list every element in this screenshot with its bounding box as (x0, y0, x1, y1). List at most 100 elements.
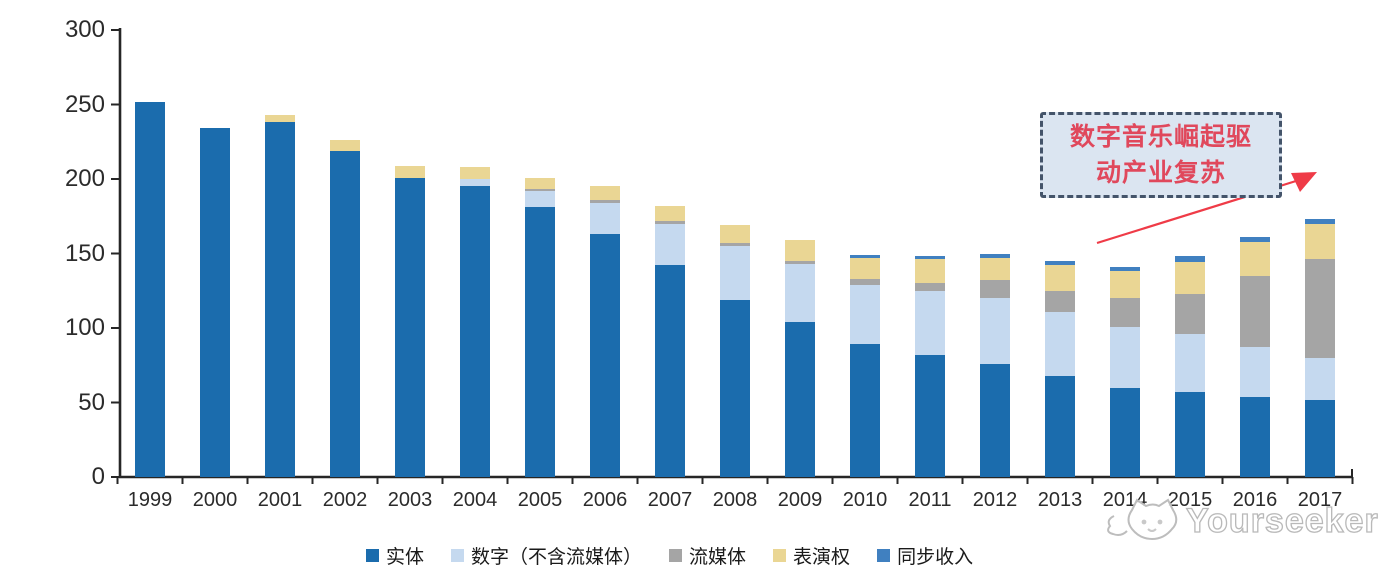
bar-segment (850, 278, 880, 285)
bar-segment (785, 260, 815, 264)
x-tick-label: 2001 (257, 489, 303, 511)
bar-segment (1175, 262, 1205, 294)
bar-1999 (135, 101, 165, 477)
bar-segment (720, 299, 750, 477)
bar-2006 (590, 186, 620, 477)
x-tick-label: 2010 (842, 489, 888, 511)
legend-swatch-sync (877, 549, 891, 562)
bar-segment (850, 344, 880, 477)
bar-segment (1045, 290, 1075, 312)
x-tick-label: 2008 (712, 489, 758, 511)
bar-segment (915, 290, 945, 355)
bar-2010 (850, 255, 880, 477)
y-tick-label: 200 (64, 165, 105, 192)
x-tick-label: 2007 (647, 489, 693, 511)
bar-segment (980, 280, 1010, 299)
bar-segment (460, 179, 490, 187)
bar-segment (1045, 265, 1075, 291)
y-tick-label: 50 (78, 388, 105, 416)
annotation-text-line2: 动产业复苏 (1095, 158, 1226, 187)
bar-segment (1045, 260, 1075, 266)
bar-2001 (265, 114, 295, 477)
bar-segment (1110, 271, 1140, 299)
legend-swatch-physical (366, 549, 379, 562)
bar-segment (525, 177, 555, 190)
bar-segment (655, 205, 685, 221)
bar-segment (525, 207, 555, 477)
y-tick-label: 250 (64, 90, 105, 118)
bar-2016 (1240, 237, 1270, 477)
bar-segment (850, 257, 880, 279)
bar-segment (785, 263, 815, 323)
x-tick-label: 2009 (777, 489, 823, 511)
bar-2002 (330, 140, 360, 477)
legend-swatch-streaming (669, 549, 683, 562)
bar-2014 (1110, 266, 1140, 477)
bar-2017 (1305, 219, 1335, 477)
bar-segment (330, 150, 360, 477)
bar-2007 (655, 205, 685, 477)
bar-2004 (460, 167, 490, 477)
cat-logo-icon (1107, 498, 1178, 541)
bar-segment (1240, 396, 1270, 477)
y-tick-label: 0 (91, 463, 105, 490)
x-tick-label: 2011 (908, 489, 952, 511)
bar-segment (1305, 357, 1335, 400)
legend-label-performance: 表演权 (793, 546, 851, 568)
y-tick-label: 150 (64, 239, 105, 267)
bar-segment (915, 256, 945, 260)
bar-segment (525, 189, 555, 191)
x-tick-label: 2015 (1167, 489, 1213, 511)
bar-2005 (525, 177, 555, 477)
bar-segment (1175, 333, 1205, 393)
bar-segment (200, 128, 230, 477)
x-tick-label: 2006 (582, 489, 628, 511)
bar-segment (1240, 347, 1270, 397)
annotation-text-line1: 数字音乐崛起驱 (1069, 122, 1252, 151)
annotation-box: 数字音乐崛起驱 动产业复苏 (1040, 112, 1282, 198)
bar-segment (980, 257, 1010, 281)
bar-segment (1305, 219, 1335, 224)
bar-segment (330, 140, 360, 151)
x-tick-label: 2012 (972, 489, 1018, 511)
watermark: Yourseeker (1100, 494, 1379, 548)
bar-segment (915, 354, 945, 477)
bar-segment (265, 122, 295, 477)
bar-segment (1175, 392, 1205, 477)
bar-2008 (720, 225, 750, 477)
bar-segment (655, 265, 685, 477)
legend-item-digital: 数字（不含流媒体） (451, 542, 642, 569)
bar-2013 (1045, 260, 1075, 477)
bar-segment (1305, 259, 1335, 358)
bar-segment (915, 283, 945, 291)
bar-segment (655, 220, 685, 224)
bar-segment (460, 186, 490, 477)
bar-segment (590, 202, 620, 235)
bar-segment (980, 298, 1010, 364)
y-tick-label: 300 (64, 16, 105, 43)
bar-segment (460, 167, 490, 179)
bar-2011 (915, 256, 945, 477)
legend-label-streaming: 流媒体 (689, 546, 747, 568)
bar-segment (1305, 223, 1335, 260)
bar-segment (1045, 311, 1075, 376)
bar-segment (1240, 241, 1270, 276)
legend-swatch-performance (773, 549, 787, 562)
bar-segment (1175, 256, 1205, 263)
x-tick-label: 2002 (322, 489, 368, 511)
bar-segment (850, 284, 880, 345)
x-tick-label: 1999 (127, 489, 173, 511)
bar-segment (1110, 298, 1140, 327)
y-tick-label: 100 (64, 314, 105, 341)
bar-segment (720, 246, 750, 300)
bar-segment (1240, 237, 1270, 242)
bar-segment (655, 223, 685, 266)
watermark-text: Yourseeker (1185, 501, 1379, 540)
bar-segment (525, 190, 555, 208)
x-tick-label: 2004 (452, 489, 498, 511)
x-tick-label: 2017 (1297, 489, 1343, 511)
legend: 实体 数字（不含流媒体） 流媒体 表演权 同步收入 (366, 542, 973, 569)
bar-segment (1175, 293, 1205, 334)
legend-swatch-digital (451, 549, 465, 562)
